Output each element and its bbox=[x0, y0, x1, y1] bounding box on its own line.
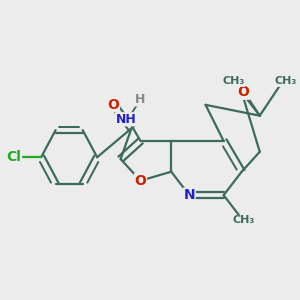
Text: O: O bbox=[238, 85, 249, 99]
Text: H: H bbox=[135, 93, 146, 106]
Text: O: O bbox=[135, 174, 146, 188]
Text: CH₃: CH₃ bbox=[275, 76, 297, 86]
Text: NH: NH bbox=[116, 113, 136, 126]
Text: Cl: Cl bbox=[7, 150, 22, 164]
Text: N: N bbox=[184, 188, 195, 202]
Text: CH₃: CH₃ bbox=[232, 215, 255, 226]
Text: O: O bbox=[107, 98, 119, 112]
Text: CH₃: CH₃ bbox=[223, 76, 245, 86]
